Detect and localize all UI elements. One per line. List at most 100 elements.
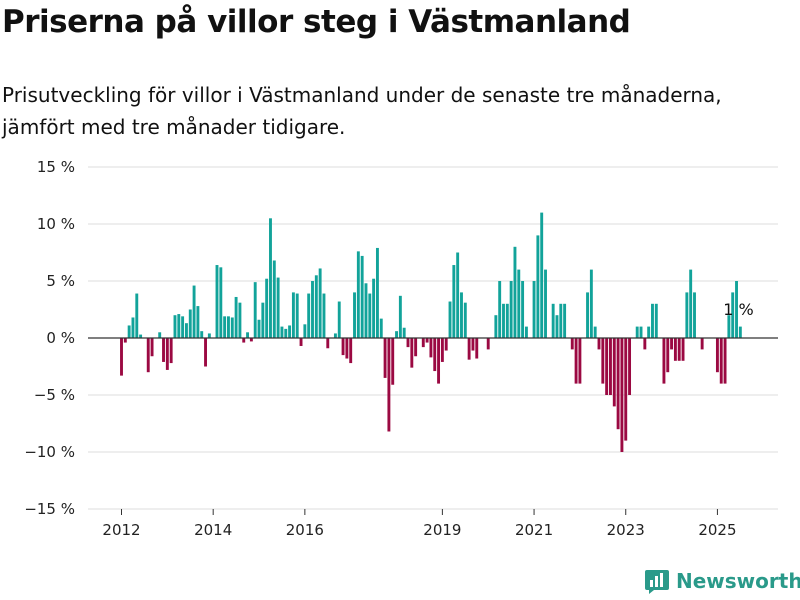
bar-chart-logo-icon — [645, 570, 669, 594]
bar — [207, 333, 211, 338]
y-tick-label: 5 % — [46, 272, 75, 290]
bar — [276, 277, 280, 338]
bar — [662, 338, 666, 384]
bar — [521, 281, 525, 338]
bar — [601, 338, 605, 384]
bar — [536, 235, 540, 338]
bar — [738, 326, 742, 338]
bar — [387, 338, 391, 432]
y-tick-label: 15 % — [37, 158, 75, 176]
bar — [578, 338, 582, 384]
bar — [685, 292, 689, 338]
bar — [624, 338, 628, 441]
bar — [127, 325, 131, 338]
bar — [165, 338, 169, 370]
bar — [498, 281, 502, 338]
y-tick-label: −15 % — [24, 500, 75, 518]
bar — [620, 338, 624, 452]
bar — [383, 338, 387, 378]
bar — [234, 296, 238, 338]
bar — [349, 338, 353, 364]
bar — [429, 338, 433, 358]
bar — [666, 338, 670, 373]
bar — [463, 302, 467, 338]
bar — [139, 334, 143, 338]
latest-value-annotation: 1 % — [723, 300, 753, 319]
bar — [673, 338, 677, 361]
bar — [551, 303, 555, 338]
bar — [544, 269, 547, 338]
bar — [509, 281, 513, 338]
bar — [219, 267, 223, 338]
bar — [719, 338, 723, 384]
bars — [120, 212, 742, 452]
bar — [196, 306, 200, 338]
bar — [589, 269, 593, 338]
bar — [204, 338, 207, 367]
bar — [651, 303, 654, 338]
bar — [460, 292, 463, 338]
bar — [616, 338, 620, 430]
bar — [368, 293, 372, 338]
bar — [227, 316, 230, 338]
bar — [677, 338, 681, 361]
bar — [570, 338, 574, 350]
bar — [173, 315, 177, 338]
bar — [230, 317, 234, 338]
bar — [364, 283, 368, 338]
bar — [188, 309, 192, 338]
bar — [395, 331, 398, 338]
bar — [456, 252, 460, 338]
bar — [654, 303, 658, 338]
bar — [612, 338, 616, 407]
bar — [502, 303, 505, 338]
bar — [162, 338, 165, 362]
y-tick-label: 0 % — [46, 329, 75, 347]
bar — [307, 293, 311, 338]
bar — [486, 338, 490, 350]
bar — [150, 338, 154, 357]
bar — [318, 268, 322, 338]
y-tick-label: 10 % — [37, 215, 75, 233]
bar — [647, 326, 651, 338]
bar — [731, 292, 735, 338]
bar — [524, 326, 528, 338]
bar — [597, 338, 601, 350]
bar — [467, 338, 471, 360]
bar — [471, 338, 475, 351]
bar — [314, 275, 318, 338]
bar — [635, 326, 639, 338]
bar — [391, 338, 395, 385]
bar — [593, 326, 597, 338]
bar — [177, 314, 181, 338]
chart-subtitle: Prisutveckling för villor i Västmanland … — [2, 83, 722, 139]
bar — [326, 338, 330, 349]
bar — [135, 293, 139, 338]
x-tick-label: 2019 — [423, 521, 461, 539]
bar — [475, 338, 479, 359]
bar — [448, 301, 452, 338]
bar — [425, 338, 429, 343]
bar — [246, 332, 250, 338]
bar — [444, 338, 448, 351]
bar — [215, 265, 219, 338]
bar — [402, 327, 406, 338]
bar — [398, 295, 402, 338]
bar — [356, 251, 360, 338]
x-tick-label: 2016 — [286, 521, 324, 539]
bar — [360, 255, 364, 338]
y-axis-ticks: 15 % 10 % 5 % 0 % −5 % −10 % −15 % — [24, 158, 75, 518]
bar — [123, 338, 127, 343]
bar — [414, 338, 418, 357]
bar — [410, 338, 414, 368]
y-tick-label: −10 % — [24, 443, 75, 461]
bar — [643, 338, 647, 350]
bar — [639, 326, 643, 338]
bar — [192, 285, 196, 338]
bar — [120, 338, 123, 376]
bar — [574, 338, 578, 384]
x-tick-label: 2025 — [698, 521, 736, 539]
y-tick-label: −5 % — [34, 386, 75, 404]
bar — [540, 212, 544, 338]
